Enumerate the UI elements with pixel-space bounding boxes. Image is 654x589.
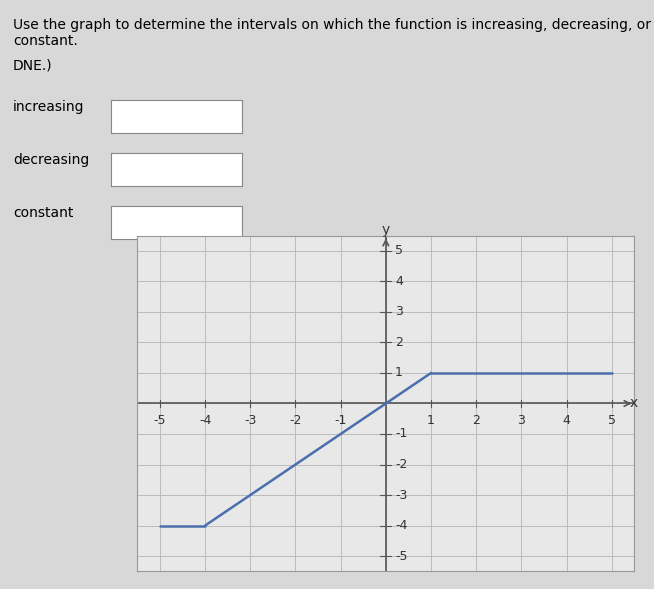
Text: constant: constant	[13, 206, 73, 220]
Text: y: y	[382, 223, 390, 237]
Text: increasing: increasing	[13, 100, 84, 114]
Text: -3: -3	[244, 414, 256, 427]
Text: -1: -1	[334, 414, 347, 427]
Text: 4: 4	[562, 414, 570, 427]
Text: 3: 3	[517, 414, 525, 427]
Text: -5: -5	[154, 414, 166, 427]
Text: 1: 1	[427, 414, 435, 427]
Text: -1: -1	[395, 428, 407, 441]
Text: 2: 2	[395, 336, 403, 349]
Text: decreasing: decreasing	[13, 153, 90, 167]
Text: 4: 4	[395, 275, 403, 288]
Text: 5: 5	[608, 414, 616, 427]
Text: 5: 5	[395, 244, 403, 257]
Text: -2: -2	[395, 458, 407, 471]
Text: 3: 3	[395, 306, 403, 319]
Text: x: x	[630, 396, 638, 411]
Text: -3: -3	[395, 488, 407, 501]
Text: 1: 1	[395, 366, 403, 379]
Text: -4: -4	[395, 519, 407, 532]
Text: -4: -4	[199, 414, 211, 427]
Text: -5: -5	[395, 550, 407, 562]
Text: -2: -2	[289, 414, 301, 427]
Text: 2: 2	[472, 414, 480, 427]
Text: DNE.): DNE.)	[13, 59, 53, 73]
Text: Use the graph to determine the intervals on which the function is increasing, de: Use the graph to determine the intervals…	[13, 18, 651, 48]
